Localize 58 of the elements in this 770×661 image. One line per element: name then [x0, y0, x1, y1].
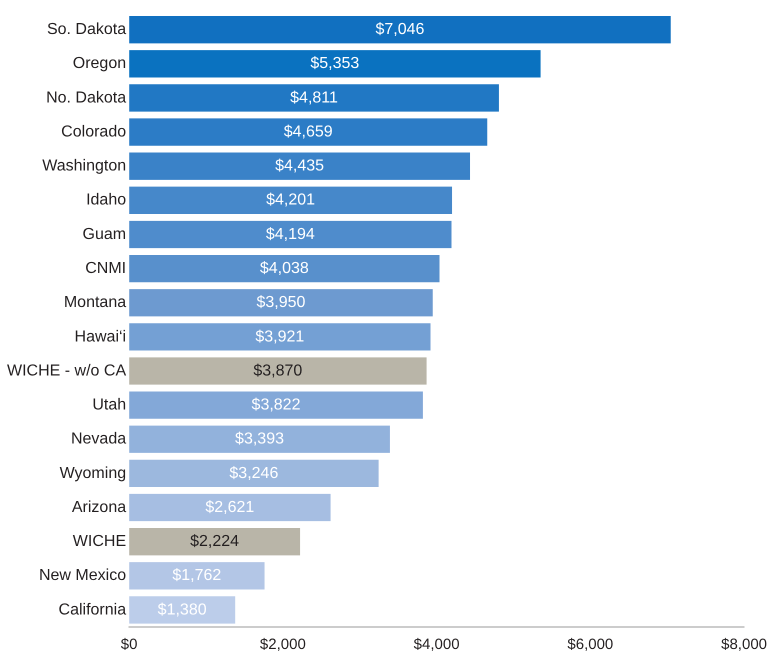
y-tick-label: Idaho	[86, 192, 126, 209]
bar	[129, 254, 440, 282]
bar	[129, 118, 488, 146]
data-label: $4,435	[275, 158, 324, 175]
bar	[129, 562, 265, 590]
y-tick-label: Arizona	[72, 498, 126, 516]
data-label: $4,201	[266, 192, 316, 209]
y-tick-label: WICHE - w/o CA	[6, 362, 126, 380]
bar	[129, 220, 452, 248]
data-label: $2,224	[190, 533, 240, 550]
data-label: $3,393	[235, 430, 284, 448]
data-label: $4,038	[260, 260, 309, 278]
data-label: $4,811	[290, 89, 338, 106]
y-tick-label: Oregon	[72, 55, 126, 72]
bar	[129, 357, 427, 385]
bar	[129, 50, 541, 78]
bar	[129, 391, 423, 419]
data-label: $3,822	[252, 396, 301, 414]
x-tick-label: $6,000	[567, 636, 614, 654]
data-label: $4,659	[284, 123, 333, 140]
data-label: $4,194	[266, 226, 315, 243]
y-tick-label: Utah	[92, 396, 126, 414]
bar	[129, 289, 433, 316]
y-tick-label: Colorado	[61, 123, 126, 140]
x-tick-label: $8,000	[721, 636, 768, 654]
data-label: $3,950	[256, 294, 306, 312]
bar	[129, 494, 331, 522]
data-label: $2,621	[205, 498, 254, 516]
data-label: $3,870	[253, 362, 302, 380]
data-label: $1,762	[172, 567, 222, 584]
y-tick-label: Wyoming	[60, 464, 126, 482]
x-tick-label: $4,000	[414, 636, 460, 654]
bar	[129, 460, 379, 488]
bar	[129, 186, 452, 214]
bar	[129, 16, 671, 44]
bar	[129, 426, 390, 453]
bar	[129, 528, 300, 556]
data-label: $3,246	[229, 464, 278, 482]
x-tick-label: $0	[120, 636, 138, 654]
data-label: $7,046	[375, 21, 424, 38]
y-tick-label: Nevada	[70, 430, 126, 448]
y-tick-label: Hawai‘i	[74, 328, 126, 346]
y-tick-label: New Mexico	[38, 567, 126, 584]
y-tick-label: WICHE	[72, 533, 126, 550]
bar	[129, 152, 470, 180]
y-tick-label: No. Dakota	[46, 89, 126, 106]
y-tick-label: CNMI	[85, 260, 126, 278]
x-tick-label: $2,000	[260, 636, 306, 654]
data-label: $5,353	[310, 55, 360, 72]
y-tick-label: So. Dakota	[46, 21, 126, 38]
data-label: $3,921	[255, 328, 304, 346]
y-tick-label: California	[58, 601, 126, 618]
bar	[129, 323, 431, 351]
bar	[129, 84, 499, 112]
y-tick-label: Guam	[82, 226, 126, 243]
y-tick-label: Montana	[64, 294, 126, 312]
data-label: $1,380	[158, 601, 207, 618]
y-tick-label: Washington	[42, 158, 126, 175]
